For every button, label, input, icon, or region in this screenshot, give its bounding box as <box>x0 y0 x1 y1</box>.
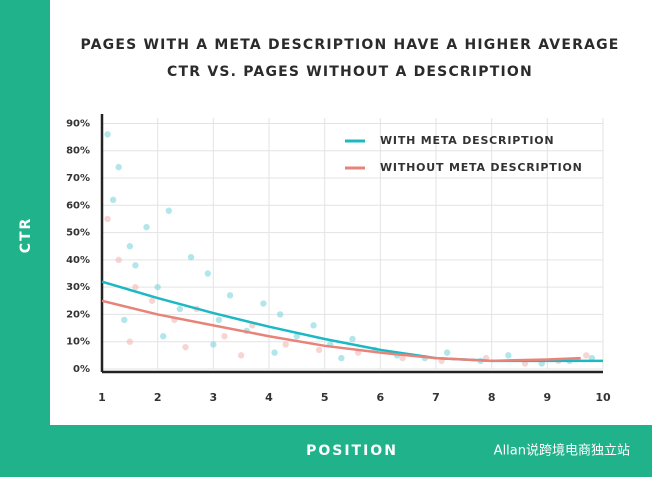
scatter-point <box>221 333 228 340</box>
scatter-point <box>148 297 156 304</box>
chart-title: PAGES WITH A META DESCRIPTION HAVE A HIG… <box>80 37 619 53</box>
left-band <box>0 0 50 477</box>
y-tick-label: 20% <box>66 309 90 320</box>
scatter-point <box>443 349 451 356</box>
scatter-point <box>165 207 172 214</box>
chart-subtitle: CTR VS. PAGES WITHOUT A DESCRIPTION <box>167 64 533 80</box>
scatter-point <box>338 354 345 362</box>
y-tick-label: 50% <box>66 228 90 239</box>
x-tick-label: 6 <box>377 391 385 404</box>
scatter-point <box>109 196 117 204</box>
x-tick-label: 3 <box>210 391 218 404</box>
y-axis-label: CTR <box>18 217 34 254</box>
y-tick-label: 70% <box>66 173 90 184</box>
scatter-point <box>143 223 150 231</box>
scatter-point <box>104 131 111 138</box>
legend-label: WITH META DESCRIPTION <box>380 134 554 147</box>
line <box>101 299 581 363</box>
y-tick-label: 90% <box>66 118 90 129</box>
y-tick-label: 60% <box>66 200 90 211</box>
scatter-point <box>237 352 245 359</box>
x-tick-label: 2 <box>154 391 162 404</box>
scatter-point <box>271 349 278 356</box>
scatter-point <box>293 333 301 340</box>
scatter-point <box>187 253 195 261</box>
scatter-point <box>154 283 161 291</box>
scatter-point <box>310 322 317 329</box>
y-tick-label: 10% <box>66 337 90 348</box>
scatter-point <box>104 215 111 223</box>
scatter-point <box>176 305 184 313</box>
scatter-point <box>315 346 323 354</box>
y-tick-label: 30% <box>66 282 90 293</box>
x-tick-label: 10 <box>595 391 611 404</box>
y-tick-label: 40% <box>66 255 90 266</box>
scatter-point <box>282 341 289 348</box>
bottom-band <box>0 425 652 477</box>
scatter-point <box>132 262 139 269</box>
scatter-point <box>126 338 134 345</box>
y-tick-label: 0% <box>73 364 90 375</box>
scatter-point <box>505 352 512 359</box>
scatter-point <box>132 283 139 291</box>
y-tick-label: 80% <box>66 146 90 157</box>
scatter-point <box>210 341 217 348</box>
scatter-point <box>349 335 356 343</box>
scatter-point <box>276 311 284 318</box>
x-tick-label: 7 <box>432 391 440 404</box>
scatter-point <box>204 270 211 277</box>
scatter-point <box>115 256 122 264</box>
scatter-point <box>583 352 590 359</box>
legend-label: WITHOUT META DESCRIPTION <box>380 161 583 174</box>
x-axis-label: POSITION <box>306 443 398 459</box>
x-tick-label: 9 <box>544 391 552 404</box>
scatter-point <box>126 243 134 250</box>
x-tick-label: 5 <box>321 391 329 404</box>
scatter-point <box>399 354 406 362</box>
x-tick-label: 4 <box>265 391 273 404</box>
scatter-point <box>215 316 223 324</box>
scatter-point <box>260 300 267 307</box>
scatter-point <box>226 292 234 299</box>
watermark: Allan说跨境电商独立站 <box>494 444 630 459</box>
x-tick-label: 8 <box>488 391 496 404</box>
scatter-point <box>121 316 128 324</box>
scatter-point <box>182 343 189 351</box>
x-tick-label: 1 <box>98 391 106 404</box>
scatter-point <box>160 333 167 340</box>
scatter-point <box>115 163 122 171</box>
